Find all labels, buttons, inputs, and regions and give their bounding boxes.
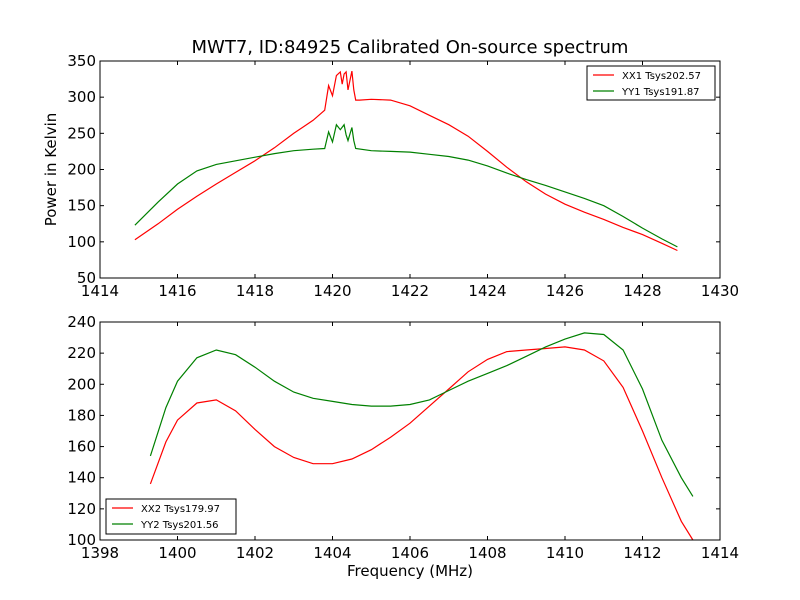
y-tick-label: 100	[67, 233, 96, 251]
series-line-1-1	[134, 70, 678, 252]
y-tick-label: 200	[67, 375, 96, 393]
x-tick-label: 1412	[623, 544, 661, 562]
x-tick-label: 1422	[391, 282, 429, 300]
series-line-2-1	[149, 346, 694, 541]
x-tick-label: 1414	[701, 544, 739, 562]
x-tick-label: 1400	[158, 544, 196, 562]
y-axis-label: Power in Kelvin	[42, 113, 60, 227]
y-tick-label: 220	[67, 344, 96, 362]
legend-label: XX2 Tsys179.97	[141, 504, 220, 515]
x-tick-label: 1428	[623, 282, 661, 300]
legend-label: YY1 Tsys191.87	[621, 87, 700, 98]
y-tick-label: 300	[67, 88, 96, 106]
legend-box	[105, 498, 237, 535]
x-tick-label: 1430	[701, 282, 739, 300]
figure-title: MWT7, ID:84925 Calibrated On-source spec…	[192, 37, 629, 58]
series-line-2-2	[149, 332, 694, 497]
legend-label: XX1 Tsys202.57	[622, 71, 701, 82]
y-tick-label: 150	[67, 197, 96, 215]
x-tick-label: 1418	[236, 282, 274, 300]
y-tick-label: 200	[67, 161, 96, 179]
y-tick-label: 50	[77, 269, 96, 287]
x-tick-label: 1404	[313, 544, 351, 562]
x-tick-label: 1398	[81, 544, 119, 562]
x-tick-label: 1424	[468, 282, 506, 300]
top-panel: 1414 1416 1418 1420 1422 1424 1426 1428 1430 50 10…	[42, 52, 739, 300]
y-tick-label: 100	[67, 531, 96, 549]
legend-box	[586, 65, 716, 101]
bottom-panel: 1398 1400 1402 1404 1406 1408 1410 1412 1414 100 1…	[67, 313, 739, 580]
x-tick-label: 1416	[158, 282, 196, 300]
y-tick-label: 160	[67, 438, 96, 456]
x-tick-label: 1406	[391, 544, 429, 562]
y-tick-label: 140	[67, 469, 96, 487]
y-tick-label: 180	[67, 406, 96, 424]
legend-label: YY2 Tsys201.56	[140, 520, 219, 531]
x-tick-label: 1402	[236, 544, 274, 562]
y-tick-label: 350	[67, 52, 96, 70]
y-tick-label: 240	[67, 313, 96, 331]
x-tick-label: 1426	[546, 282, 584, 300]
x-axis-label: Frequency (MHz)	[347, 562, 473, 580]
x-tick-label: 1414	[81, 282, 119, 300]
y-tick-label: 120	[67, 500, 96, 518]
series-line-1-2	[134, 123, 678, 248]
y-tick-label: 250	[67, 124, 96, 142]
x-tick-label: 1408	[468, 544, 506, 562]
x-tick-label: 1420	[313, 282, 351, 300]
x-tick-label: 1410	[546, 544, 584, 562]
